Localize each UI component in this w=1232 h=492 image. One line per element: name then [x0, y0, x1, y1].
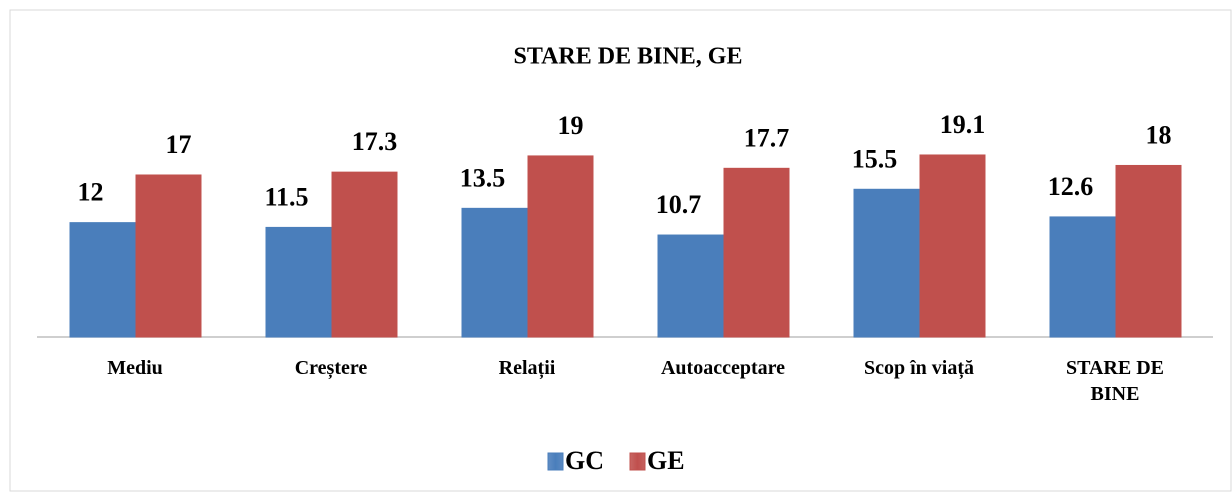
x-tick-label: Scop în viață	[863, 357, 975, 379]
data-label: 10.7	[656, 190, 702, 219]
x-tick-label-box: Relații	[498, 357, 556, 379]
data-label: 11.5	[264, 182, 308, 211]
bar-shade	[1115, 164, 1182, 338]
bar-shade	[853, 188, 920, 338]
x-tick-label-box: Creștere	[294, 357, 368, 379]
x-tick-label-box: Scop în viață	[863, 357, 975, 379]
bar-shade	[135, 174, 202, 338]
data-label: 18	[1146, 120, 1172, 149]
legend-label: GE	[647, 446, 685, 475]
data-label: 19.1	[940, 110, 986, 139]
legend-swatch-base	[548, 453, 563, 470]
bar-shade	[657, 234, 724, 338]
x-tick-label: STARE DE BINE	[1066, 357, 1164, 405]
bar-shade	[527, 155, 594, 338]
bar-shade	[723, 167, 790, 338]
bar-shade	[919, 154, 986, 338]
x-tick-label: Creștere	[294, 357, 368, 379]
chart-title: STARE DE BINE, GE	[514, 44, 743, 70]
x-tick-label-box: STARE DE BINE	[1066, 357, 1164, 405]
x-tick-label-box: Autoacceptare	[660, 357, 786, 379]
x-tick-label: Mediu	[107, 357, 163, 379]
data-label: 12.6	[1048, 172, 1094, 201]
x-tick-label-box: Mediu	[107, 357, 163, 379]
bar-shade	[1049, 216, 1116, 338]
data-label: 19	[558, 111, 584, 140]
data-label: 12	[78, 178, 104, 207]
x-tick-label: Autoacceptare	[660, 357, 786, 379]
data-label: 15.5	[852, 144, 898, 173]
data-label: 17	[166, 130, 192, 159]
bar-shade	[461, 207, 528, 338]
data-label: 13.5	[460, 163, 506, 192]
bar-shade	[331, 171, 398, 338]
data-label: 17.7	[744, 123, 790, 152]
x-tick-label: Relații	[498, 357, 556, 379]
legend-label: GC	[565, 446, 604, 475]
bar-shade	[69, 222, 136, 338]
legend-swatch-base	[630, 453, 645, 470]
bar-shade	[265, 226, 332, 338]
data-label: 17.3	[352, 127, 398, 156]
chart-border	[9, 9, 1232, 492]
